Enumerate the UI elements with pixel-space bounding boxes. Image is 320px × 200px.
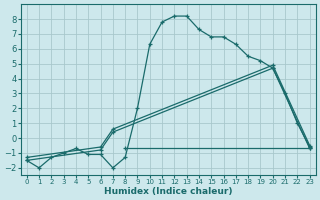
X-axis label: Humidex (Indice chaleur): Humidex (Indice chaleur) [104, 187, 232, 196]
